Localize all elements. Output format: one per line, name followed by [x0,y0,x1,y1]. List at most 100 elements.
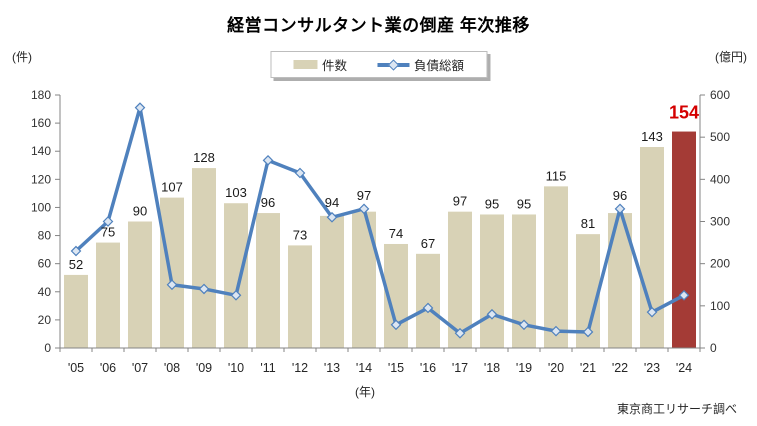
bar-value-label: 96 [613,188,627,203]
line-marker [646,306,658,318]
bar [480,214,504,348]
x-category-label: '07 [132,361,148,375]
bar-value-label: 74 [389,226,403,241]
legend-item-bars: 件数 [292,55,347,74]
left-axis-tick-label: 0 [44,341,51,355]
left-axis-tick-label: 120 [31,172,51,186]
chart-title: 経営コンサルタント業の倒産 年次推移 [227,16,530,35]
line-series-swatch-icon [377,58,409,71]
x-category-label: '19 [516,361,532,375]
line-marker [198,283,210,295]
line-marker [326,211,338,223]
bar [128,221,152,348]
left-axis-tick-label: 160 [31,116,51,130]
bar-series-swatch-icon [292,60,317,69]
x-category-label: '17 [452,361,468,375]
right-axis-tick-label: 300 [710,215,730,229]
line-marker [550,325,562,337]
line-marker [166,279,178,291]
bar-value-label: 75 [101,225,115,240]
right-axis-tick-label: 400 [710,172,730,186]
x-category-label: '13 [324,361,340,375]
line-marker [390,319,402,331]
bar-value-label: 107 [161,180,183,195]
bar [224,203,248,348]
line-marker [294,167,306,179]
line-marker [614,203,626,215]
x-category-label: '24 [676,361,692,375]
line-marker [582,326,594,338]
bar-value-label: 143 [641,129,663,144]
legend-label-bars: 件数 [321,59,347,73]
bar-value-label: 73 [293,227,307,242]
bar-value-label: 95 [485,196,499,211]
x-axis-unit: (年) [355,385,375,399]
bar [160,197,184,348]
x-category-label: '14 [356,361,372,375]
x-category-label: '21 [580,361,596,375]
legend-label-line: 負債総額 [414,59,465,73]
line-series [74,105,685,335]
left-axis-tick-label: 20 [38,313,52,327]
bar [352,211,376,348]
left-axis-tick-label: 100 [31,200,51,214]
left-axis-tick-label: 80 [38,229,52,243]
line-marker [230,289,242,301]
x-category-label: '06 [100,361,116,375]
x-category-label: '18 [484,361,500,375]
bar [288,245,312,348]
x-category-label: '16 [420,361,436,375]
left-axis-tick-label: 140 [31,144,51,158]
bar [544,186,568,348]
line-marker [518,319,530,331]
x-category-label: '15 [388,361,404,375]
bar [96,242,120,348]
x-category-label: '22 [612,361,628,375]
right-axis-tick-label: 500 [710,130,730,144]
line-marker [422,302,434,314]
bar [416,253,440,348]
left-axis-unit: (件) [12,50,32,64]
line-marker [70,245,82,257]
bar-value-label: 90 [133,204,147,219]
x-category-label: '11 [260,361,275,375]
x-category-label: '20 [548,361,564,375]
bar-value-label: 67 [421,236,435,251]
line-marker [102,216,114,227]
left-axis-tick-label: 180 [31,88,51,102]
bar-value-label: 115 [546,168,567,183]
left-axis-tick-label: 40 [38,285,52,299]
line-marker [486,308,498,320]
right-axis-tick-label: 0 [710,341,717,355]
x-category-label: '10 [228,361,244,375]
bar [256,213,280,348]
right-axis-tick-label: 100 [710,299,730,313]
bar [192,168,216,348]
bar-value-label: 97 [357,188,371,203]
x-category-label: '12 [292,361,308,375]
legend-item-line: 負債総額 [377,55,464,74]
x-category-label: '23 [644,361,660,375]
x-category-label: '09 [196,361,212,375]
bar-highlight [672,131,696,348]
line-marker [678,289,690,301]
bar-value-label: 94 [325,195,339,210]
line-marker [134,102,146,113]
line-marker [262,155,274,166]
right-axis-tick-label: 600 [710,88,730,102]
legend: 件数 負債総額 [269,51,488,78]
right-axis-tick-label: 200 [710,257,730,271]
bar [64,274,88,348]
line-marker [358,203,370,215]
x-category-label: '08 [164,361,180,375]
bar-value-label: 52 [69,257,83,272]
source-note: 東京商工リサーチ調べ [616,402,737,416]
x-category-label: '05 [68,361,84,375]
bar-value-label: 81 [581,216,595,231]
left-axis-tick-label: 60 [38,257,52,271]
bar-value-label: 96 [261,195,275,210]
bar-value-label: 128 [193,150,215,165]
bar-value-label: 95 [517,196,531,211]
